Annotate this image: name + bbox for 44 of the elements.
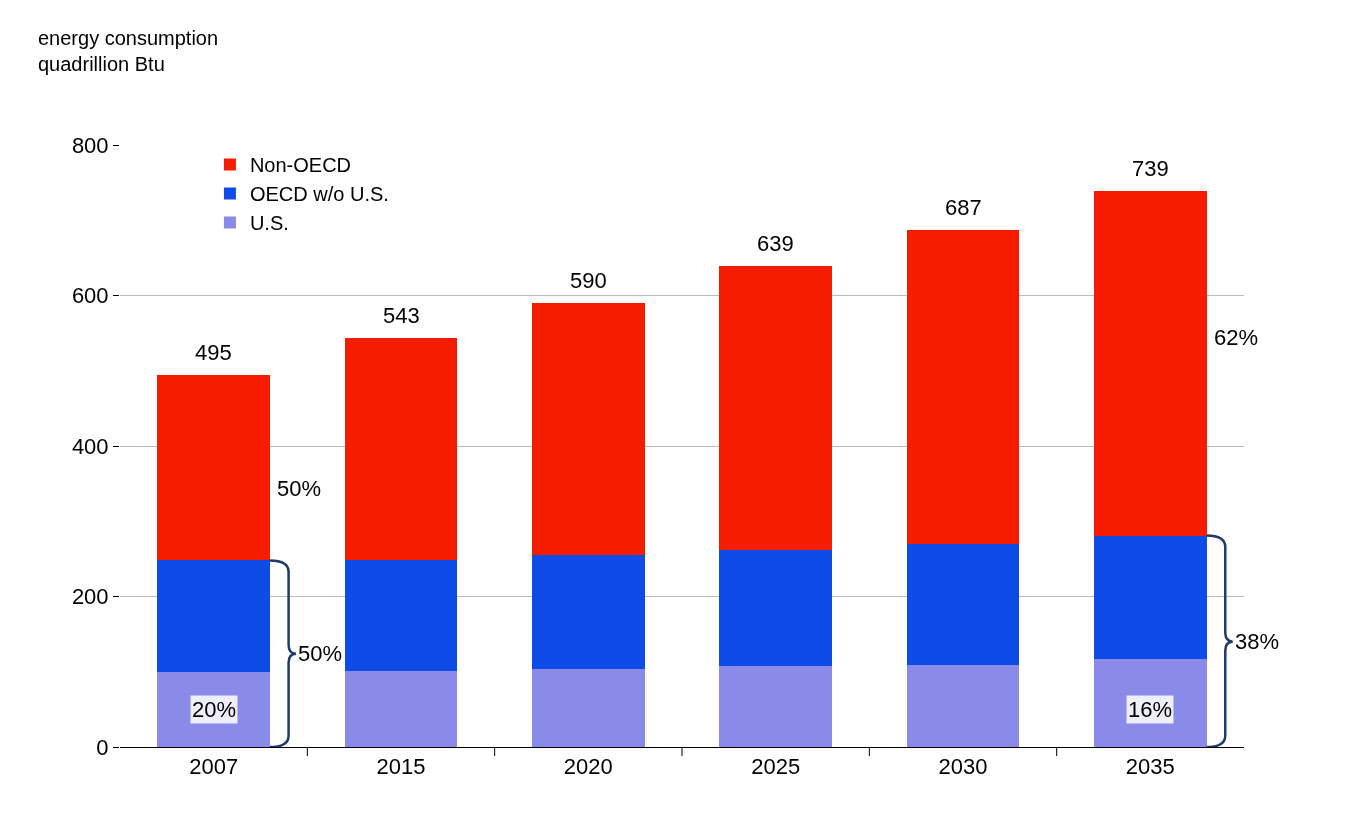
bar [1094,658,1207,747]
x-tick-label: 2015 [376,754,426,780]
bar [1094,190,1207,536]
legend-label: Non-OECD [249,154,352,177]
total-label: 739 [1132,156,1169,181]
annotation: 20% [192,697,237,722]
bar [344,560,458,671]
annotation: 16% [1128,697,1173,722]
bar [344,338,458,561]
legend-label: OECD w/o U.S. [249,183,389,206]
x-tick-label: 2007 [189,754,239,780]
annotation: 50% [277,476,322,501]
y-tick-label: 800 [71,132,109,158]
x-tick-label: 2025 [751,754,801,780]
y-tick-label: 200 [71,584,109,610]
bar [1094,535,1207,659]
annotation: 38% [1235,629,1280,654]
bar [906,664,1020,747]
x-tick-label: 2030 [938,754,988,780]
bar [906,230,1020,544]
y-tick-label: 0 [96,734,109,760]
total-label: 543 [383,303,420,328]
bar [719,666,832,747]
annotation: 50% [298,641,343,666]
bar [157,560,270,672]
bar [532,669,645,747]
bar [532,303,645,556]
bar [344,671,458,747]
legend-label: U.S. [249,212,289,235]
bar [719,266,832,550]
total-label: 639 [757,231,794,256]
bar [719,549,832,667]
bar [157,374,270,561]
y-tick-label: 600 [71,283,109,309]
y-tick-label: 400 [71,433,109,459]
x-tick-label: 2035 [1125,754,1175,780]
bar [532,555,645,670]
total-label: 590 [570,268,607,293]
x-tick-label: 2020 [563,754,613,780]
annotation: 62% [1214,325,1259,350]
total-label: 687 [945,195,982,220]
total-label: 495 [195,340,232,365]
bar [906,543,1020,665]
y-axis-title: energy consumption quadrillion Btu [38,27,219,75]
